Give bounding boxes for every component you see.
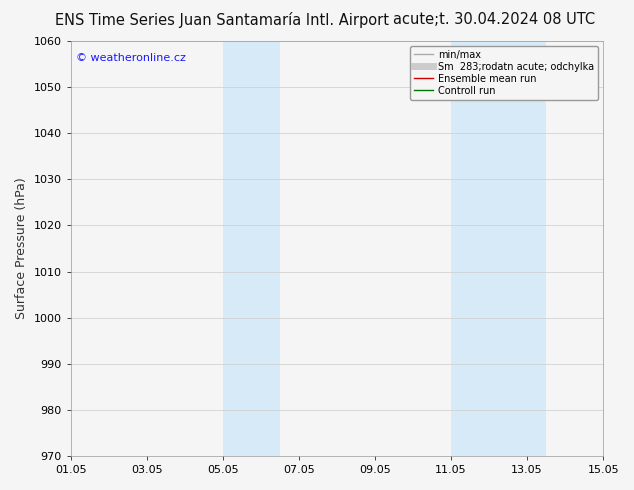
Text: acute;t. 30.04.2024 08 UTC: acute;t. 30.04.2024 08 UTC [394,12,595,27]
Legend: min/max, Sm  283;rodatn acute; odchylka, Ensemble mean run, Controll run: min/max, Sm 283;rodatn acute; odchylka, … [410,46,598,99]
Bar [451,41,546,456]
Text: ENS Time Series Juan Santamaría Intl. Airport: ENS Time Series Juan Santamaría Intl. Ai… [55,12,389,28]
Text: © weatheronline.cz: © weatheronline.cz [76,53,186,64]
Bar [223,41,280,456]
Y-axis label: Surface Pressure (hPa): Surface Pressure (hPa) [15,178,28,319]
